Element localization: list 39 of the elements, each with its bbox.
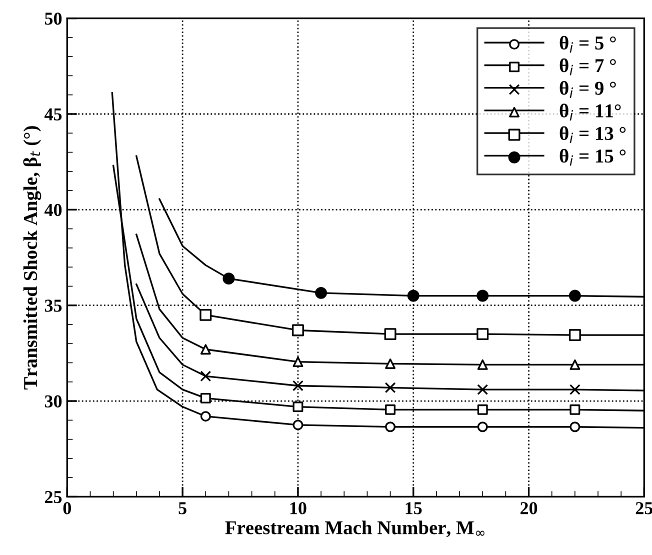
point [292,356,304,368]
y-tick-label: 35 [44,300,62,312]
point [477,404,488,415]
y-tick-label: 25 [45,491,62,504]
y-tick-label: 45 [44,108,62,120]
legend-label: θ$_{i}$ = 9 ° [560,81,616,98]
point [570,359,580,370]
legend-label: θ$_{i}$ = 7 ° [560,58,616,76]
y-tick-label: 40 [44,204,62,216]
x-tick-label: 20 [520,502,538,514]
point [200,344,211,355]
point [292,402,304,412]
legend-label: θ$_{i}$ = 11° [560,104,621,120]
point [200,308,212,321]
point [384,382,396,394]
point [477,384,488,396]
point [200,392,211,404]
point [200,370,212,382]
y-axis-title: Transmitted Shock Angle, β$_{t}$ (°) [23,126,42,390]
point [568,329,581,342]
x-tick-label: 15 [406,502,422,514]
point [385,358,396,369]
point [384,328,396,340]
point [476,328,489,340]
legend-label: θ$_{i}$ = 13 ° [560,126,626,144]
x-tick-label: 5 [178,502,186,514]
legend-label: θ$_{i}$ = 5 ° [560,36,616,53]
y-tick-label: 50 [44,12,62,25]
legend-label: θ$_{i}$ = 15 ° [560,148,626,166]
point [569,384,580,396]
point [385,404,396,415]
point [477,359,488,370]
x-axis-title: Freestream Mach Number, M$_{∞}$ [225,520,484,538]
point [292,380,304,392]
x-tick-label: 0 [63,502,71,514]
x-tick-label: 10 [290,502,306,514]
y-tick-label: 30 [44,395,62,408]
point [292,324,304,336]
point [570,404,580,415]
